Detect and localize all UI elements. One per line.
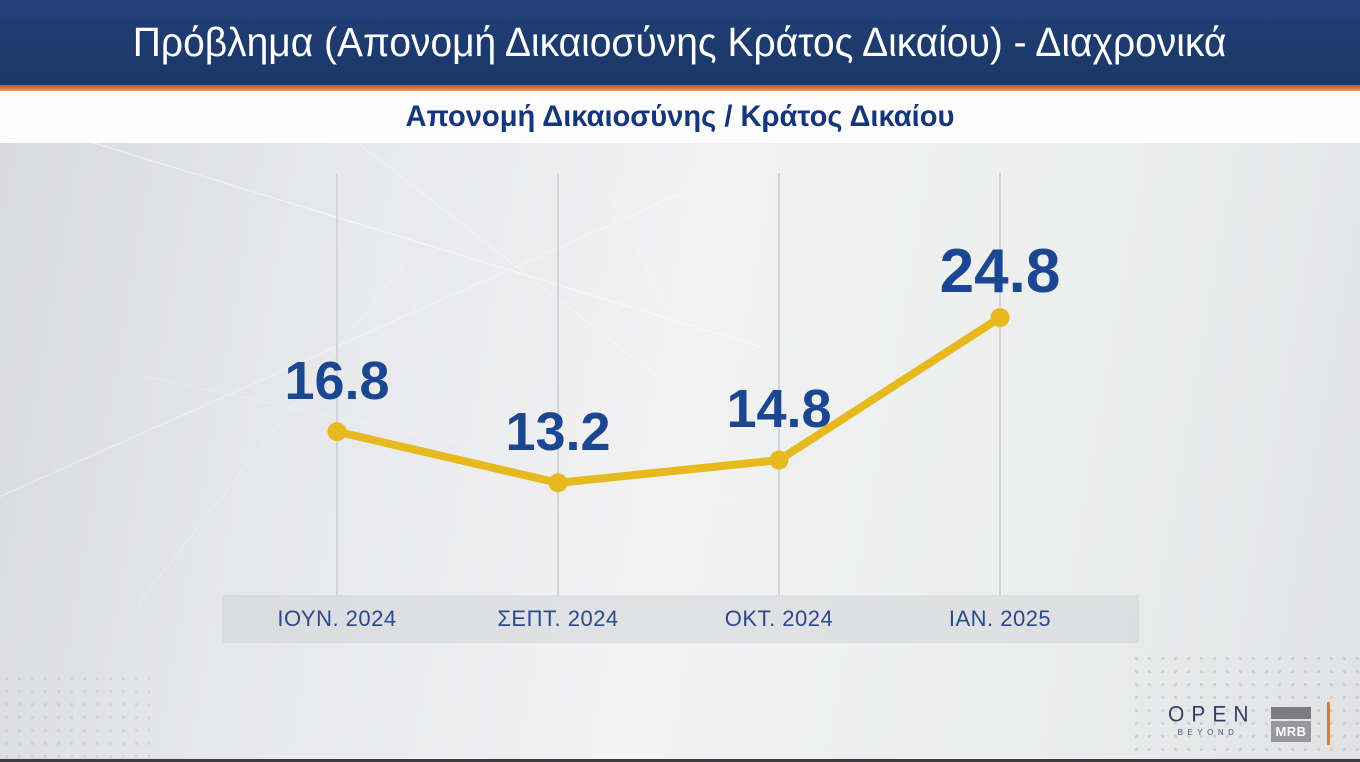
orange-divider xyxy=(0,85,1360,91)
mrb-logo-box: MRB xyxy=(1271,721,1311,742)
x-axis-band: ΙΟΥΝ. 2024 ΣΕΠΤ. 2024 ΟΚΤ. 2024 ΙΑΝ. 202… xyxy=(222,595,1139,643)
mrb-logo: MRB xyxy=(1271,707,1311,742)
header-bar: Πρόβλημα (Απονομή Δικαιοσύνης Κράτος Δικ… xyxy=(0,0,1360,85)
subtitle-bar: Απονομή Δικαιοσύνης / Κράτος Δικαίου xyxy=(0,91,1360,143)
data-point-label: 13.2 xyxy=(505,401,611,462)
orange-accent-line xyxy=(1327,702,1330,745)
mrb-logo-text: MRB xyxy=(1275,724,1307,739)
page-title: Πρόβλημα (Απονομή Δικαιοσύνης Κράτος Δικ… xyxy=(133,19,1227,65)
x-axis-tick: ΟΚΤ. 2024 xyxy=(724,606,834,631)
x-axis-tick: ΙΑΝ. 2025 xyxy=(948,606,1052,631)
data-point-label: 14.8 xyxy=(726,379,832,440)
mrb-logo-bar xyxy=(1271,707,1311,719)
x-axis-tick: ΙΟΥΝ. 2024 xyxy=(277,606,397,631)
x-axis-tick: ΣΕΠΤ. 2024 xyxy=(497,606,619,631)
open-tv-logo-text: OPEN xyxy=(1168,702,1256,727)
background-dots-texture xyxy=(0,672,150,762)
data-point-label: 24.8 xyxy=(939,236,1061,306)
open-tv-tagline: BEYOND xyxy=(1177,728,1239,737)
chart-title: Απονομή Δικαιοσύνης / Κράτος Δικαίου xyxy=(405,100,955,133)
bottom-edge-line xyxy=(0,759,1360,762)
data-point-label: 16.8 xyxy=(284,350,390,411)
open-tv-logo: OPEN BEYOND xyxy=(1168,702,1256,737)
